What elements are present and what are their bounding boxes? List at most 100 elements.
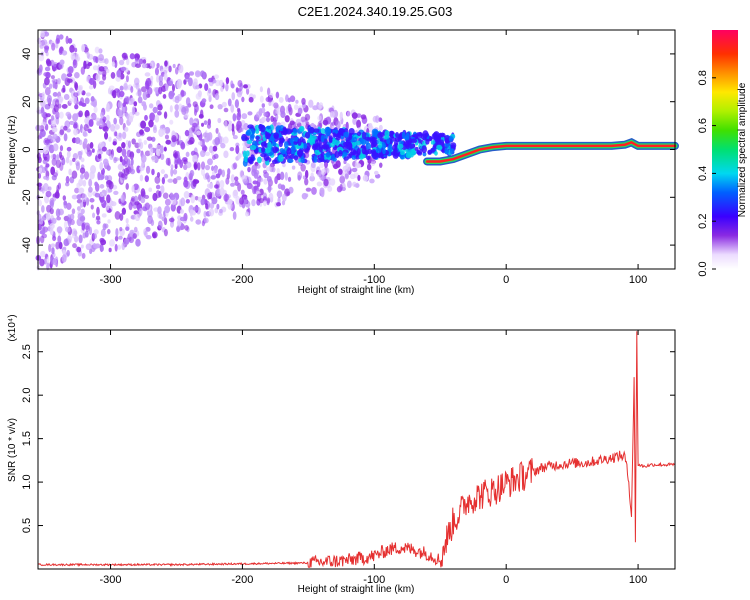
spectrogram-blob (106, 202, 110, 211)
spectrogram-blob (374, 170, 379, 175)
spectrogram-blob (266, 176, 272, 183)
spectrogram-blob (268, 92, 274, 99)
spectrogram-blob (287, 97, 292, 103)
spectrogram-blob (170, 167, 174, 177)
snr-scale-note: (x10⁴) (7, 314, 18, 341)
spectrogram-blob (263, 200, 267, 207)
spectrogram-blob (375, 115, 380, 124)
spectrogram-blob (408, 143, 416, 149)
spectrogram-blob (61, 73, 67, 81)
spectrogram-blob (57, 235, 62, 244)
spectrogram-blob (81, 44, 85, 52)
spectrogram-blob (217, 117, 222, 124)
spectrogram-blob (151, 155, 156, 162)
spectrogram-blob (168, 217, 175, 223)
spectrogram-blob (432, 132, 439, 139)
spectrogram-blob (169, 119, 174, 125)
spectrogram-blob (105, 114, 110, 122)
spectrogram-blob (323, 178, 329, 187)
spectrogram-blob (256, 156, 262, 164)
spectrogram-blob (98, 66, 105, 72)
spectrogram-blob (394, 131, 400, 138)
x-tick-label: 100 (629, 574, 647, 586)
spectrogram-blob (36, 152, 41, 161)
spectrogram-blob (241, 96, 245, 103)
spectrogram-blob (106, 165, 111, 171)
spectrogram-blob (210, 175, 217, 180)
spectrogram-blob (397, 143, 404, 149)
spectrogram-blob (46, 262, 50, 271)
spectrogram-blob (52, 143, 59, 152)
spectrogram-blob (103, 158, 109, 166)
spectrogram-blob (130, 158, 134, 166)
spectrogram-blob (39, 258, 45, 267)
spectrogram-blob (372, 129, 379, 135)
spectrogram-blob (345, 121, 349, 131)
spectrogram-blob (287, 123, 293, 130)
spectrogram-blob (153, 154, 159, 164)
spectrogram-blob (144, 72, 151, 77)
spectrogram-blob (93, 229, 99, 235)
spectrogram-blob (318, 146, 323, 153)
spectrogram-blob (144, 114, 148, 121)
spectrogram-blob (227, 198, 233, 205)
spectrogram-blob (223, 107, 229, 113)
spectrogram-blob (170, 140, 176, 148)
spectrogram-blob (375, 148, 382, 154)
spectrogram-blob (66, 249, 71, 257)
spectrogram-blob (114, 124, 120, 130)
spectrogram-blob (234, 180, 239, 187)
spectrogram-blob (411, 148, 417, 156)
spectrogram-blob (124, 126, 129, 132)
spectrogram-blob (276, 167, 280, 175)
spectrogram-blob (37, 199, 42, 207)
spectrogram-blob (162, 192, 169, 199)
spectrogram-blob (233, 162, 238, 170)
x-tick-label: -100 (363, 274, 385, 286)
spectrogram-blob (145, 165, 151, 174)
spectrogram-blob (354, 161, 359, 170)
spectrogram-blob (305, 193, 309, 198)
spectrogram-blob (93, 242, 97, 249)
y-tick-label: 2.0 (21, 388, 33, 403)
spectrogram-blob (56, 216, 62, 221)
spectrogram-blob (138, 207, 143, 216)
spectrogram-blob (236, 90, 243, 98)
spectrogram-blob (110, 201, 117, 207)
spectrogram-blob (310, 135, 317, 141)
spectrogram-blob (59, 154, 64, 161)
spectrogram-blob (149, 61, 154, 67)
spectrogram-blob (165, 139, 172, 145)
spectrogram-blob (336, 186, 343, 193)
spectrogram-blob (273, 132, 279, 139)
spectrogram-blob (51, 42, 56, 51)
spectrogram-blob (236, 120, 242, 129)
x-tick-label: 100 (629, 274, 647, 286)
spectrogram-blob (59, 145, 64, 152)
spectrogram-blob (304, 177, 309, 186)
spectrogram-blob (41, 233, 48, 239)
spectrogram-blob (44, 66, 51, 72)
spectrogram-blob (148, 103, 154, 109)
spectrogram-blob (79, 201, 84, 208)
spectrogram-blob (192, 178, 197, 187)
spectrogram-blob (63, 133, 68, 142)
spectrogram-blob (40, 250, 46, 258)
spectrogram-blob (371, 137, 377, 144)
spectrogram-blob (137, 89, 142, 97)
spectrogram-blob (51, 157, 57, 166)
spectrogram-blob (94, 181, 98, 187)
spectrogram-blob (176, 93, 182, 102)
spectrogram-blob (144, 175, 149, 183)
spectrogram-blob (100, 239, 107, 246)
spectrogram-blob (360, 114, 367, 120)
spectrogram-blob (241, 113, 248, 120)
spectrogram-blob (74, 104, 79, 110)
spectrogram-blob (311, 186, 317, 195)
spectrogram-blob (55, 241, 60, 250)
spectrogram-blob (397, 136, 402, 142)
spectrogram-blob (195, 93, 202, 100)
spectrogram-blob (176, 219, 182, 227)
spectrogram-blob (156, 62, 160, 69)
x-tick-label: -100 (363, 574, 385, 586)
